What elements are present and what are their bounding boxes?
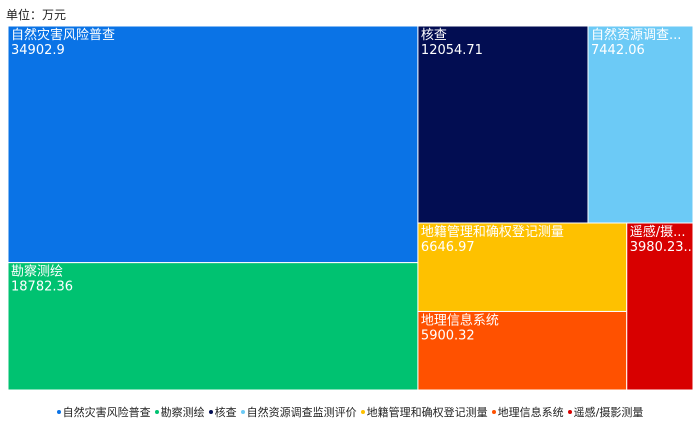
treemap-value-6: 5900.32 xyxy=(421,328,475,343)
legend-item-2[interactable]: 勘察测绘 xyxy=(154,404,205,420)
treemap-label-7: 遥感/摄... xyxy=(630,224,686,240)
treemap-rect-7[interactable] xyxy=(626,222,694,391)
treemap-rect-3[interactable] xyxy=(417,25,589,224)
legend-item-7[interactable]: 遥感/摄影测量 xyxy=(567,404,644,420)
legend-label-6: 地理信息系统 xyxy=(497,406,564,419)
treemap-value-2: 18782.36 xyxy=(11,280,73,295)
treemap-cell-7[interactable]: 遥感/摄...3980.23... xyxy=(626,222,696,391)
legend: 自然灾害风险普查 勘察测绘 核查 自然资源调查监测评价 地籍管理和确权登记测量 地理信息系… xyxy=(0,404,700,420)
treemap-label-3: 核查 xyxy=(421,28,447,43)
legend-label-3: 核查 xyxy=(214,406,237,419)
legend-marker-5 xyxy=(360,410,365,414)
legend-marker-4 xyxy=(240,410,245,414)
unit-label: 单位：万元 xyxy=(6,8,67,22)
treemap-value-4: 7442.06 xyxy=(591,43,645,58)
legend-marker-2 xyxy=(154,410,159,414)
treemap-rect-5[interactable] xyxy=(417,222,628,312)
legend-marker-1 xyxy=(56,410,61,414)
legend-item-4[interactable]: 自然资源调查监测评价 xyxy=(240,404,357,420)
legend-item-5[interactable]: 地籍管理和确权登记测量 xyxy=(360,404,488,420)
treemap-label-1: 自然灾害风险普查 xyxy=(11,27,115,43)
treemap-label-4: 自然资源调查... xyxy=(591,27,681,43)
treemap-label-6: 地理信息系统 xyxy=(421,312,499,328)
treemap-value-3: 12054.71 xyxy=(421,43,483,58)
legend-item-3[interactable]: 核查 xyxy=(208,404,237,420)
treemap-value-7: 3980.23... xyxy=(630,240,696,255)
legend-label-5: 地籍管理和确权登记测量 xyxy=(366,406,488,419)
treemap-value-1: 34902.9 xyxy=(11,43,65,58)
treemap-label-5: 地籍管理和确权登记测量 xyxy=(421,224,564,240)
legend-marker-3 xyxy=(208,410,213,414)
treemap-rect-6[interactable] xyxy=(417,310,628,391)
treemap-cell-4[interactable]: 自然资源调查...7442.06 xyxy=(587,25,694,224)
treemap-rect-1[interactable] xyxy=(7,25,419,264)
legend-label-1: 自然灾害风险普查 xyxy=(62,406,151,419)
treemap-chart: 自然灾害风险普查34902.9勘察测绘18782.36核查12054.71自然资… xyxy=(7,25,696,391)
legend-marker-6 xyxy=(491,410,496,414)
legend-label-2: 勘察测绘 xyxy=(160,406,205,419)
treemap-rect-4[interactable] xyxy=(587,25,694,224)
treemap-label-2: 勘察测绘 xyxy=(11,265,63,280)
legend-label-7: 遥感/摄影测量 xyxy=(573,406,644,419)
legend-item-1[interactable]: 自然灾害风险普查 xyxy=(56,404,151,420)
legend-item-6[interactable]: 地理信息系统 xyxy=(491,404,564,420)
legend-marker-7 xyxy=(567,410,572,414)
treemap-value-5: 6646.97 xyxy=(421,240,475,255)
legend-label-4: 自然资源调查监测评价 xyxy=(246,406,357,419)
